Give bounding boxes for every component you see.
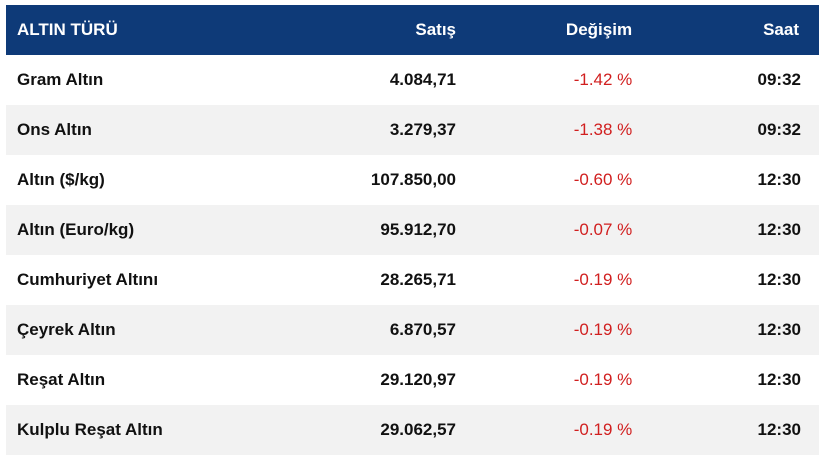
update-time: 09:32: [757, 120, 801, 139]
change-percent: -0.19 %: [573, 370, 633, 389]
header-price[interactable]: Satış: [415, 20, 456, 39]
table-header: ALTIN TÜRÜ Satış Değişim Saat: [6, 5, 819, 55]
gold-type-name[interactable]: Gram Altın: [17, 70, 104, 89]
sell-price: 4.084,71: [389, 70, 456, 89]
table-row[interactable]: Kulplu Reşat Altın 29.062,57 -0.19 % 12:…: [6, 405, 819, 455]
table-row[interactable]: Altın (Euro/kg) 95.912,70 -0.07 % 12:30: [6, 205, 819, 255]
sell-price: 28.265,71: [380, 270, 456, 289]
update-time: 12:30: [757, 170, 801, 189]
header-time[interactable]: Saat: [763, 20, 799, 39]
gold-type-name[interactable]: Çeyrek Altın: [17, 320, 116, 339]
update-time: 12:30: [757, 370, 801, 389]
gold-type-name[interactable]: Altın ($/kg): [17, 170, 105, 189]
sell-price: 3.279,37: [389, 120, 456, 139]
sell-price: 95.912,70: [380, 220, 456, 239]
gold-type-name[interactable]: Kulplu Reşat Altın: [17, 420, 163, 439]
gold-type-name[interactable]: Reşat Altın: [17, 370, 106, 389]
header-type[interactable]: ALTIN TÜRÜ: [17, 20, 118, 39]
gold-type-name[interactable]: Cumhuriyet Altını: [17, 270, 159, 289]
table-body: Gram Altın 4.084,71 -1.42 % 09:32 Ons Al…: [6, 55, 819, 455]
sell-price: 29.120,97: [380, 370, 456, 389]
change-percent: -0.60 %: [573, 170, 633, 189]
table-row[interactable]: Reşat Altın 29.120,97 -0.19 % 12:30: [6, 355, 819, 405]
sell-price: 107.850,00: [370, 170, 456, 189]
table-row[interactable]: Çeyrek Altın 6.870,57 -0.19 % 12:30: [6, 305, 819, 355]
update-time: 12:30: [757, 320, 801, 339]
change-percent: -1.38 %: [573, 120, 633, 139]
sell-price: 29.062,57: [380, 420, 456, 439]
table-row[interactable]: Gram Altın 4.084,71 -1.42 % 09:32: [6, 55, 819, 105]
table-row[interactable]: Altın ($/kg) 107.850,00 -0.60 % 12:30: [6, 155, 819, 205]
change-percent: -0.19 %: [573, 320, 633, 339]
update-time: 12:30: [757, 270, 801, 289]
table-row[interactable]: Ons Altın 3.279,37 -1.38 % 09:32: [6, 105, 819, 155]
change-percent: -0.07 %: [573, 220, 633, 239]
change-percent: -1.42 %: [573, 70, 633, 89]
update-time: 09:32: [757, 70, 801, 89]
update-time: 12:30: [757, 420, 801, 439]
header-change[interactable]: Değişim: [565, 20, 633, 39]
table-row[interactable]: Cumhuriyet Altını 28.265,71 -0.19 % 12:3…: [6, 255, 819, 305]
update-time: 12:30: [757, 220, 801, 239]
change-percent: -0.19 %: [573, 420, 633, 439]
gold-type-name[interactable]: Altın (Euro/kg): [17, 220, 135, 239]
sell-price: 6.870,57: [389, 320, 456, 339]
change-percent: -0.19 %: [573, 270, 633, 289]
gold-type-name[interactable]: Ons Altın: [17, 120, 92, 139]
gold-price-table: ALTIN TÜRÜ Satış Değişim Saat Gram Altın…: [6, 5, 819, 455]
